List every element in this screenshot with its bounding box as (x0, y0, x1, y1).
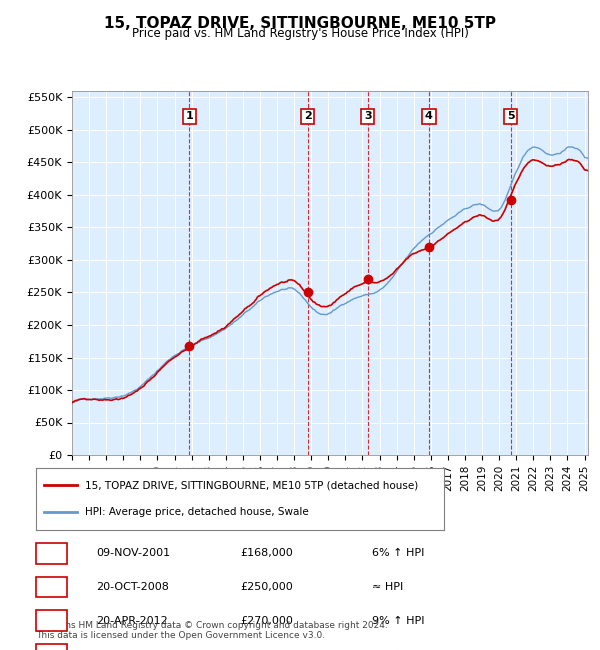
Text: 3: 3 (48, 616, 55, 626)
Text: 2: 2 (304, 112, 311, 122)
Text: HPI: Average price, detached house, Swale: HPI: Average price, detached house, Swal… (85, 508, 309, 517)
Text: 20-APR-2012: 20-APR-2012 (96, 616, 168, 626)
Text: 1: 1 (48, 548, 55, 558)
Text: £168,000: £168,000 (240, 548, 293, 558)
Text: 3: 3 (364, 112, 371, 122)
Text: ≈ HPI: ≈ HPI (372, 582, 403, 592)
Text: 09-NOV-2001: 09-NOV-2001 (96, 548, 170, 558)
Text: 4: 4 (425, 112, 433, 122)
Text: £270,000: £270,000 (240, 616, 293, 626)
Text: 15, TOPAZ DRIVE, SITTINGBOURNE, ME10 5TP: 15, TOPAZ DRIVE, SITTINGBOURNE, ME10 5TP (104, 16, 496, 31)
Text: 6% ↑ HPI: 6% ↑ HPI (372, 548, 424, 558)
Text: 15, TOPAZ DRIVE, SITTINGBOURNE, ME10 5TP (detached house): 15, TOPAZ DRIVE, SITTINGBOURNE, ME10 5TP… (85, 480, 418, 490)
Text: 1: 1 (185, 112, 193, 122)
Text: 5: 5 (507, 112, 514, 122)
Text: 2: 2 (48, 582, 55, 592)
Text: £250,000: £250,000 (240, 582, 293, 592)
Text: Price paid vs. HM Land Registry's House Price Index (HPI): Price paid vs. HM Land Registry's House … (131, 27, 469, 40)
Text: 9% ↑ HPI: 9% ↑ HPI (372, 616, 425, 626)
Text: 20-OCT-2008: 20-OCT-2008 (96, 582, 169, 592)
Text: Contains HM Land Registry data © Crown copyright and database right 2024.
This d: Contains HM Land Registry data © Crown c… (36, 621, 388, 640)
